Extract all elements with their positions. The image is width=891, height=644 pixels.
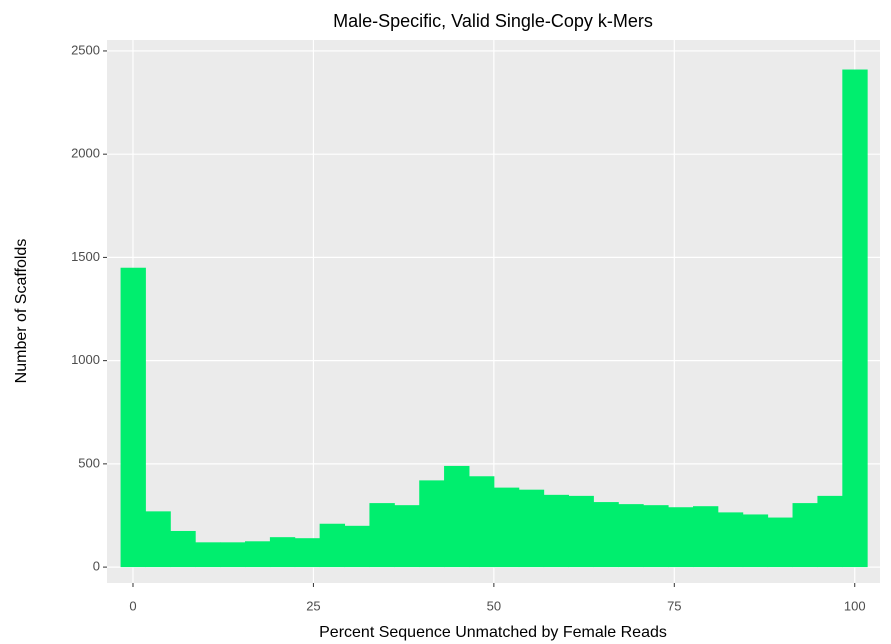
bar xyxy=(468,476,495,568)
y-tick-label: 0 xyxy=(93,559,100,574)
bar xyxy=(518,489,545,568)
y-tick-label: 2500 xyxy=(71,42,100,57)
bar xyxy=(593,502,619,568)
bar xyxy=(294,538,321,568)
bar xyxy=(543,494,569,568)
y-tick-label: 500 xyxy=(78,455,100,470)
x-tick-label: 0 xyxy=(129,598,136,613)
bar xyxy=(394,505,420,568)
x-tick-label: 100 xyxy=(844,598,866,613)
bar xyxy=(767,517,794,568)
bar xyxy=(344,525,370,568)
bar xyxy=(319,523,346,568)
bar xyxy=(568,495,594,568)
bar xyxy=(643,505,669,568)
bar xyxy=(220,542,246,568)
bar xyxy=(618,504,644,568)
bar xyxy=(792,503,818,568)
bar xyxy=(742,514,769,568)
bar xyxy=(419,480,445,568)
x-tick-label: 50 xyxy=(487,598,501,613)
bar xyxy=(817,495,843,568)
bar xyxy=(145,511,171,568)
bar xyxy=(842,69,868,568)
y-tick-label: 1000 xyxy=(71,352,100,367)
bar xyxy=(244,541,271,568)
bar xyxy=(668,507,694,568)
chart-title: Male-Specific, Valid Single-Copy k-Mers xyxy=(333,11,653,31)
bar xyxy=(717,512,744,568)
bar xyxy=(369,503,395,568)
y-axis-label: Number of Scaffolds xyxy=(13,239,30,384)
bar xyxy=(493,487,520,568)
bar xyxy=(444,465,470,568)
bar xyxy=(692,506,719,568)
y-tick-label: 1500 xyxy=(71,249,100,264)
bar xyxy=(170,530,196,568)
x-axis-label: Percent Sequence Unmatched by Female Rea… xyxy=(319,624,667,641)
bar xyxy=(120,267,146,568)
y-tick-label: 2000 xyxy=(71,146,100,161)
x-tick-label: 75 xyxy=(667,598,681,613)
x-tick-label: 25 xyxy=(306,598,320,613)
bar xyxy=(195,542,221,568)
bar xyxy=(269,537,296,568)
